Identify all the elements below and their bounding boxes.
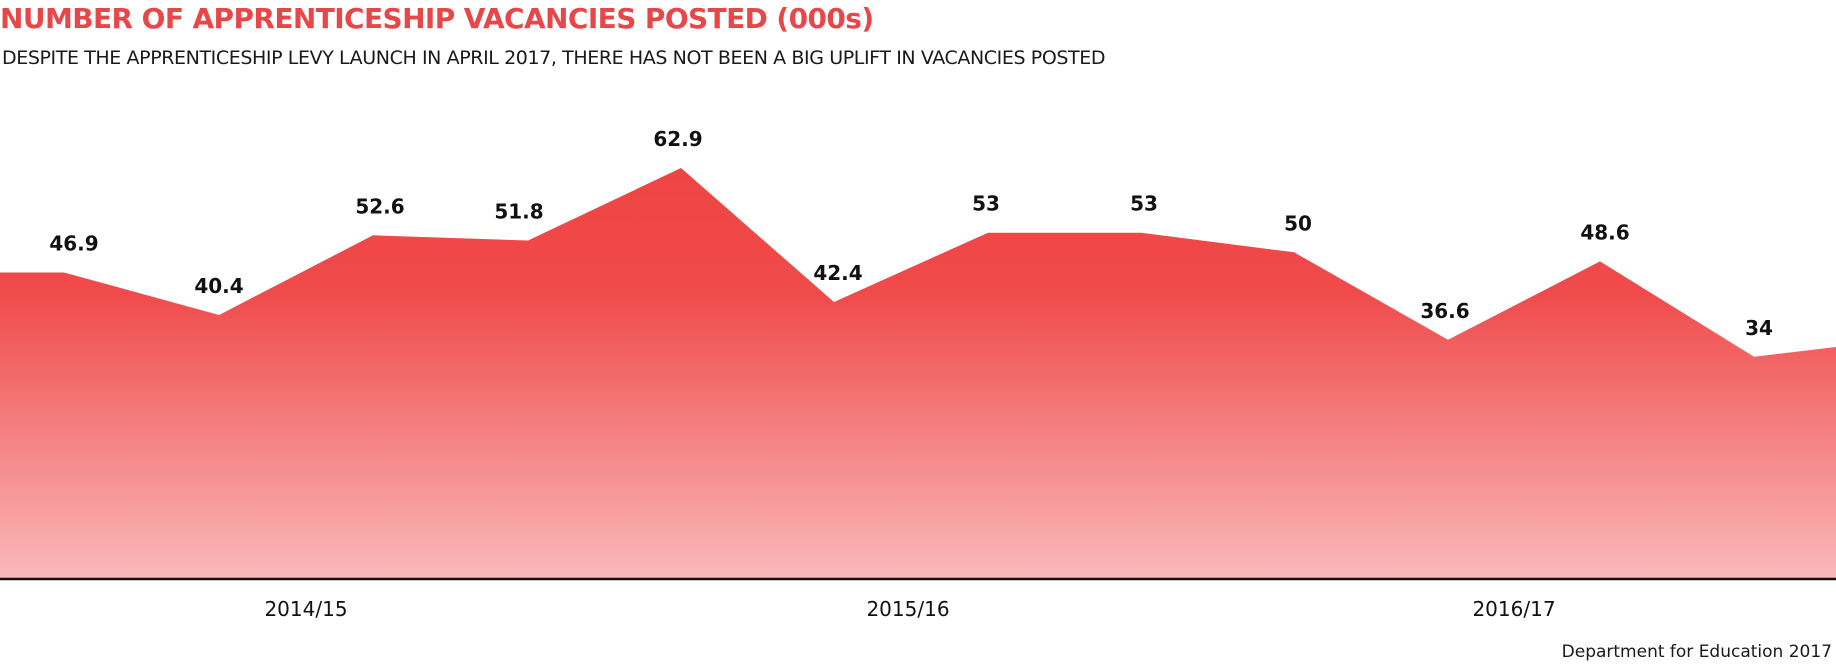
x-tick-label: 2016/17 [1472,597,1555,621]
area-series [0,168,1836,579]
chart-title: NUMBER OF APPRENTICESHIP VACANCIES POSTE… [0,2,874,35]
data-label: 34 [1745,316,1773,340]
data-label: 53 [972,192,1000,216]
data-label: 36.6 [1420,299,1469,323]
data-label: 48.6 [1580,220,1629,244]
x-tick-label: 2014/15 [264,597,347,621]
data-label: 46.9 [49,232,98,256]
source-note: Department for Education 2017 [1561,642,1832,662]
data-label: 40.4 [194,274,243,298]
x-tick-label: 2015/16 [866,597,949,621]
data-label: 42.4 [813,261,862,285]
data-label: 51.8 [494,200,543,224]
data-label: 62.9 [653,127,702,151]
data-label: 52.6 [355,194,404,218]
chart-subtitle: DESPITE THE APPRENTICESHIP LEVY LAUNCH I… [2,47,1106,69]
data-label: 50 [1284,211,1312,235]
data-label: 53 [1130,192,1158,216]
